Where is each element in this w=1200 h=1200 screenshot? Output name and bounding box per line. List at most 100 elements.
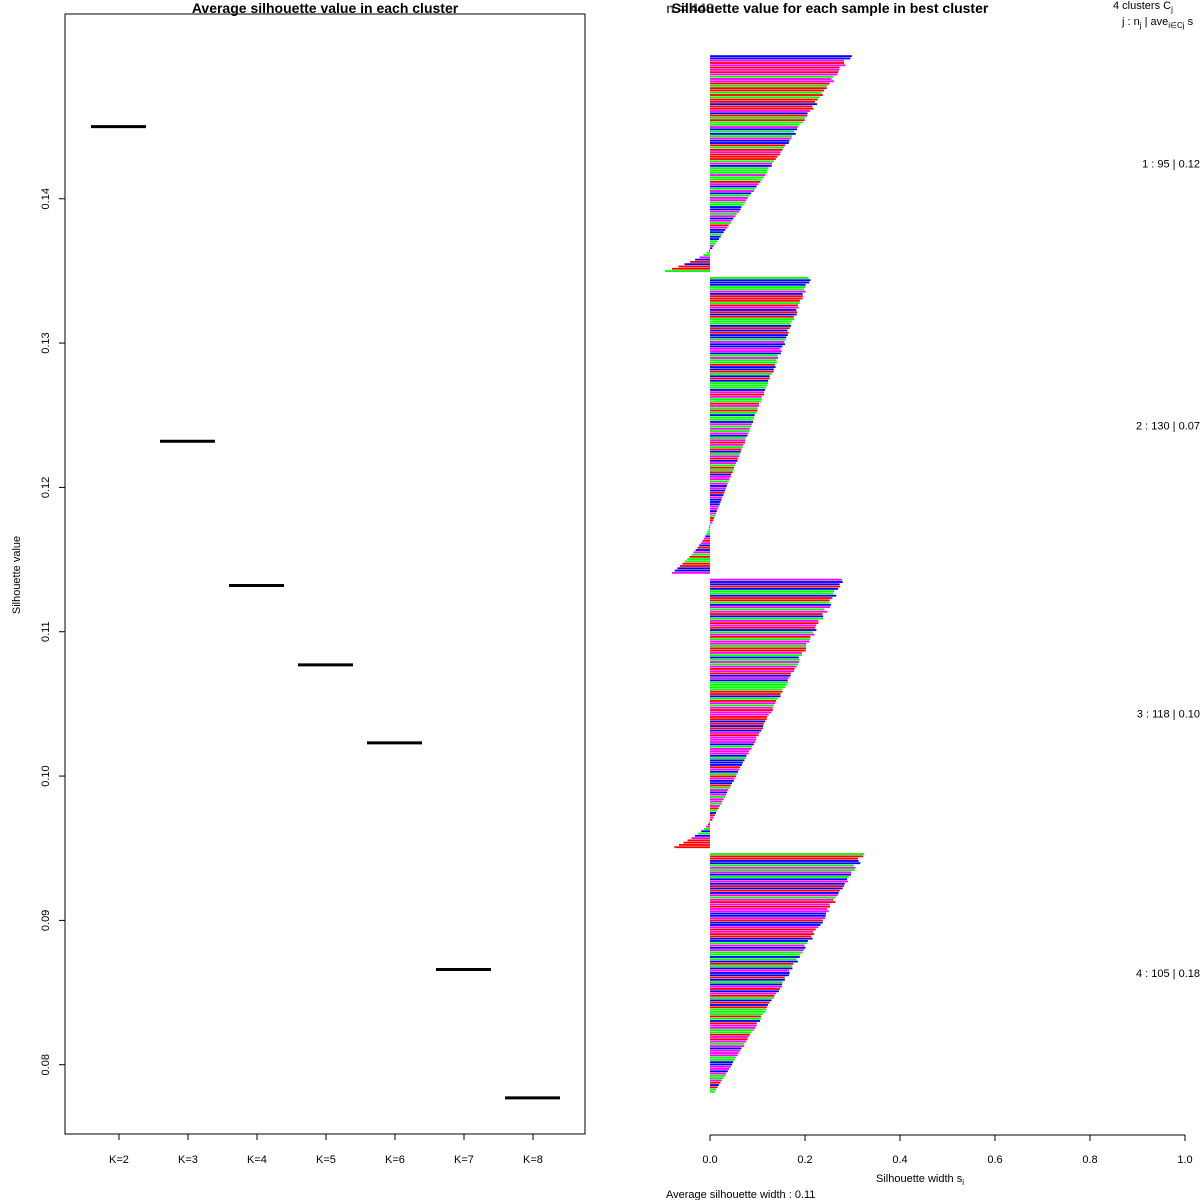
silhouette-bar-c1 [710,57,851,60]
silhouette-bar-c1 [710,162,773,165]
silhouette-bar-c4 [710,983,783,986]
silhouette-bar-c4 [710,894,838,897]
silhouette-bar-c2 [710,505,719,508]
silhouette-bar-c2 [710,464,736,467]
silhouette-bar-c4 [710,1013,763,1016]
silhouette-bar-c3 [710,736,757,739]
silhouette-bar-c1 [710,176,764,179]
silhouette-bar-c1 [710,137,792,140]
silhouette-bar-c2 [710,354,778,357]
silhouette-bar-c2 [710,345,783,348]
silhouette-bar-c3 [710,619,819,622]
silhouette-bar-c2 [710,357,779,359]
silhouette-bar-c1 [710,185,757,188]
silhouette-bar-c2 [710,514,716,517]
silhouette-bar-c2 [710,286,806,288]
silhouette-bar-c4 [710,962,794,965]
silhouette-bar-c3 [701,830,710,833]
silhouette-bar-c1 [710,73,838,76]
silhouette-bar-c2 [710,489,726,492]
silhouette-bar-c3 [710,802,722,805]
silhouette-bar-c4 [710,869,855,871]
silhouette-bar-c2 [710,290,806,293]
silhouette-bar-c3 [710,784,731,787]
silhouette-bar-c4 [710,921,823,924]
silhouette-bar-c2 [699,544,710,547]
silhouette-bar-c3 [710,663,798,666]
silhouette-bar-c2 [710,315,794,318]
silhouette-bar-c4 [710,933,815,936]
silhouette-bar-c2 [710,469,734,471]
silhouette-bar-c3 [710,738,757,741]
silhouette-bar-c3 [710,766,741,769]
silhouette-bar-c2 [689,555,710,558]
silhouette-bar-c3 [710,773,737,775]
left-y-tick-label: 0.13 [40,332,52,353]
silhouette-bar-c4 [710,951,803,954]
silhouette-bar-c1 [710,103,817,106]
silhouette-bar-c4 [710,1056,736,1059]
silhouette-bar-c2 [710,416,755,419]
silhouette-bar-c2 [703,537,710,540]
silhouette-bar-c4 [710,1054,738,1057]
left-x-tick-label: K=3 [178,1154,198,1166]
silhouette-bar-c4 [710,1042,745,1045]
silhouette-bar-c2 [710,313,797,316]
sample-silhouette-panel: n = 448 Silhouette value for each sample… [664,0,1200,1200]
left-data-marks [91,125,560,1100]
silhouette-bar-c3 [710,798,724,801]
silhouette-bar-c2 [710,466,734,469]
silhouette-bar-c3 [710,757,746,759]
silhouette-bar-c1 [671,267,710,270]
silhouette-bar-c4 [710,992,777,995]
silhouette-bar-c3 [710,642,807,645]
silhouette-bar-c3 [710,711,772,714]
silhouette-bar-c3 [710,647,807,650]
silhouette-bar-c2 [710,329,788,332]
silhouette-bar-c4 [710,1047,742,1050]
cluster-label-2: 2 : 130 | 0.07 [1136,420,1200,432]
silhouette-bar-c2 [710,382,769,385]
silhouette-bar-c2 [710,427,750,430]
silhouette-bar-c2 [693,551,710,554]
silhouette-bar-c1 [699,256,710,259]
silhouette-bar-c1 [710,178,763,181]
silhouette-bar-c3 [710,818,713,821]
silhouette-bar-c1 [684,263,710,266]
silhouette-bar-c2 [710,457,738,460]
silhouette-bar-c2 [710,389,766,391]
left-y-tick-label: 0.12 [40,477,52,498]
silhouette-bar-c2 [710,379,769,382]
left-y-tick-label: 0.08 [40,1054,52,1075]
silhouette-bar-c1 [710,183,759,186]
silhouette-bar-c4 [710,1029,755,1032]
silhouette-bar-c2 [710,496,723,499]
silhouette-bar-c4 [710,930,813,933]
silhouette-bar-c4 [710,1045,744,1048]
silhouette-bar-c3 [710,729,762,732]
silhouette-bar-c4 [710,903,830,906]
silhouette-bar-c4 [710,1077,724,1080]
silhouette-bar-c1 [710,112,808,115]
silhouette-bar-c2 [710,478,730,481]
silhouette-bar-c2 [710,443,744,446]
silhouette-bar-c3 [710,581,843,583]
silhouette-bar-c3 [674,846,710,849]
silhouette-bar-c3 [710,759,745,762]
silhouette-bar-c3 [710,791,728,794]
silhouette-bar-c2 [710,325,792,327]
silhouette-bar-c1 [710,201,746,204]
silhouette-bar-c2 [679,565,710,567]
silhouette-bar-c2 [707,530,710,533]
silhouette-bar-c4 [710,1020,760,1022]
silhouette-bar-c1 [710,231,724,234]
silhouette-bar-c2 [710,455,740,458]
silhouette-bar-c4 [710,944,805,947]
left-x-tick-label: K=7 [454,1154,474,1166]
silhouette-bar-c3 [710,747,752,750]
silhouette-bar-c4 [710,908,828,910]
silhouette-bar-c3 [710,578,842,581]
legend-header-text-2b: | ave [1142,16,1169,28]
silhouette-bar-c2 [710,331,789,334]
